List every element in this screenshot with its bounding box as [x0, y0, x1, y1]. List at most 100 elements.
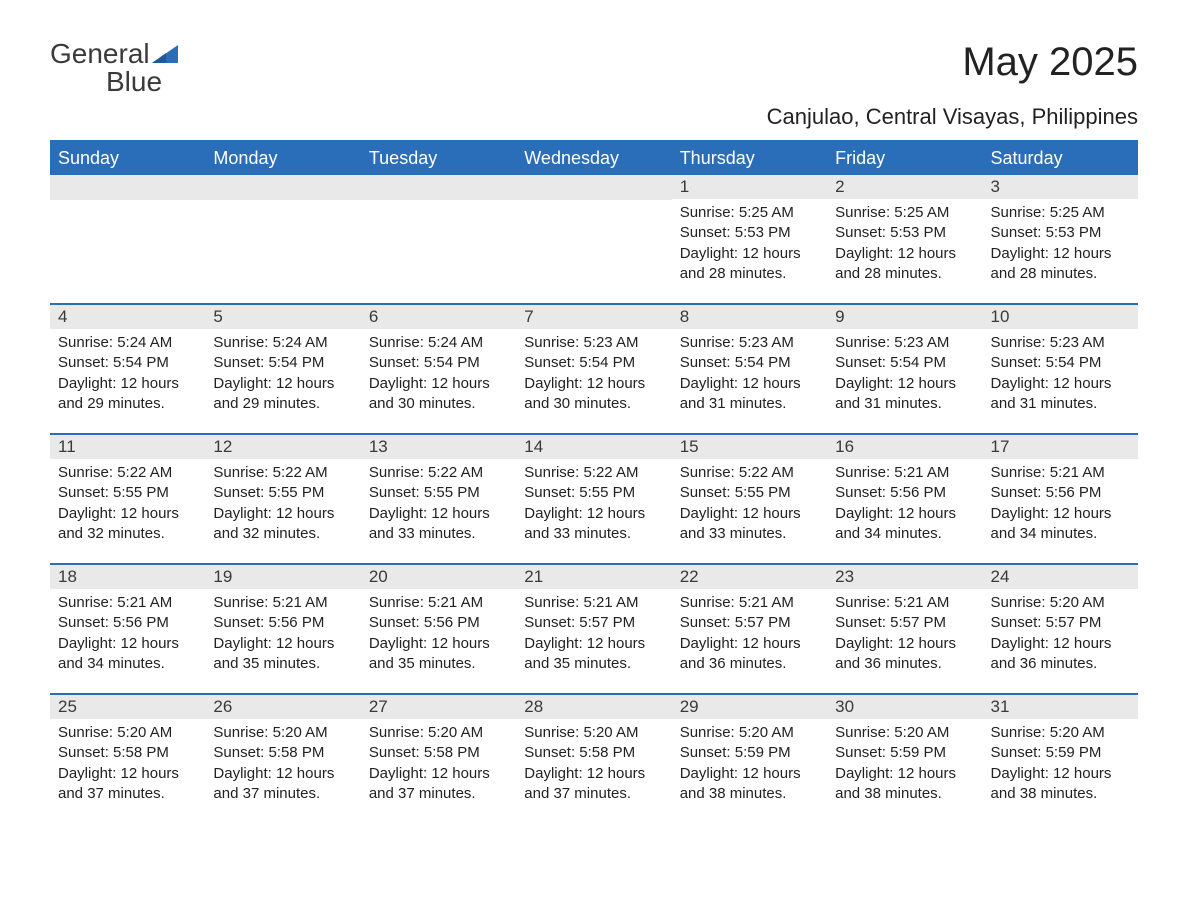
sunset-text: Sunset: 5:57 PM — [524, 613, 663, 633]
day-cell: 2Sunrise: 5:25 AMSunset: 5:53 PMDaylight… — [827, 175, 982, 303]
daylight-text: Daylight: 12 hours and 28 minutes. — [835, 244, 974, 285]
sunrise-text: Sunrise: 5:21 AM — [680, 593, 819, 613]
day-cell — [361, 175, 516, 303]
day-number: 7 — [516, 305, 671, 329]
sunset-text: Sunset: 5:59 PM — [991, 743, 1130, 763]
sunset-text: Sunset: 5:55 PM — [213, 483, 352, 503]
daylight-text: Daylight: 12 hours and 37 minutes. — [369, 764, 508, 805]
daylight-text: Daylight: 12 hours and 34 minutes. — [58, 634, 197, 675]
day-cell: 3Sunrise: 5:25 AMSunset: 5:53 PMDaylight… — [983, 175, 1138, 303]
day-cell: 11Sunrise: 5:22 AMSunset: 5:55 PMDayligh… — [50, 435, 205, 563]
day-number: 11 — [50, 435, 205, 459]
title-block: May 2025 — [962, 40, 1138, 85]
sunset-text: Sunset: 5:56 PM — [213, 613, 352, 633]
daylight-text: Daylight: 12 hours and 33 minutes. — [680, 504, 819, 545]
day-body: Sunrise: 5:23 AMSunset: 5:54 PMDaylight:… — [827, 329, 982, 424]
day-body: Sunrise: 5:23 AMSunset: 5:54 PMDaylight:… — [516, 329, 671, 424]
sunrise-text: Sunrise: 5:20 AM — [680, 723, 819, 743]
daylight-text: Daylight: 12 hours and 37 minutes. — [213, 764, 352, 805]
day-cell: 28Sunrise: 5:20 AMSunset: 5:58 PMDayligh… — [516, 695, 671, 823]
daylight-text: Daylight: 12 hours and 34 minutes. — [835, 504, 974, 545]
day-body: Sunrise: 5:21 AMSunset: 5:56 PMDaylight:… — [205, 589, 360, 684]
sunrise-text: Sunrise: 5:25 AM — [680, 203, 819, 223]
day-body: Sunrise: 5:22 AMSunset: 5:55 PMDaylight:… — [672, 459, 827, 554]
sunrise-text: Sunrise: 5:24 AM — [213, 333, 352, 353]
day-cell: 20Sunrise: 5:21 AMSunset: 5:56 PMDayligh… — [361, 565, 516, 693]
day-cell: 5Sunrise: 5:24 AMSunset: 5:54 PMDaylight… — [205, 305, 360, 433]
sunrise-text: Sunrise: 5:21 AM — [369, 593, 508, 613]
day-cell: 4Sunrise: 5:24 AMSunset: 5:54 PMDaylight… — [50, 305, 205, 433]
day-number: 25 — [50, 695, 205, 719]
sunset-text: Sunset: 5:58 PM — [524, 743, 663, 763]
sunrise-text: Sunrise: 5:23 AM — [680, 333, 819, 353]
day-cell: 9Sunrise: 5:23 AMSunset: 5:54 PMDaylight… — [827, 305, 982, 433]
location-text: Canjulao, Central Visayas, Philippines — [50, 104, 1138, 130]
sunset-text: Sunset: 5:58 PM — [213, 743, 352, 763]
sunrise-text: Sunrise: 5:25 AM — [835, 203, 974, 223]
sunrise-text: Sunrise: 5:20 AM — [58, 723, 197, 743]
sunset-text: Sunset: 5:55 PM — [680, 483, 819, 503]
sunset-text: Sunset: 5:58 PM — [58, 743, 197, 763]
sunrise-text: Sunrise: 5:20 AM — [991, 593, 1130, 613]
daylight-text: Daylight: 12 hours and 30 minutes. — [369, 374, 508, 415]
day-number: 31 — [983, 695, 1138, 719]
sunrise-text: Sunrise: 5:24 AM — [58, 333, 197, 353]
day-body: Sunrise: 5:23 AMSunset: 5:54 PMDaylight:… — [672, 329, 827, 424]
daylight-text: Daylight: 12 hours and 36 minutes. — [680, 634, 819, 675]
day-body: Sunrise: 5:20 AMSunset: 5:57 PMDaylight:… — [983, 589, 1138, 684]
day-header-fri: Friday — [827, 142, 982, 175]
sunrise-text: Sunrise: 5:21 AM — [524, 593, 663, 613]
daylight-text: Daylight: 12 hours and 36 minutes. — [835, 634, 974, 675]
daylight-text: Daylight: 12 hours and 31 minutes. — [680, 374, 819, 415]
day-number: 28 — [516, 695, 671, 719]
day-number: 23 — [827, 565, 982, 589]
day-cell: 6Sunrise: 5:24 AMSunset: 5:54 PMDaylight… — [361, 305, 516, 433]
daylight-text: Daylight: 12 hours and 32 minutes. — [58, 504, 197, 545]
sunrise-text: Sunrise: 5:21 AM — [58, 593, 197, 613]
brand-mark-icon — [152, 45, 178, 68]
day-body: Sunrise: 5:22 AMSunset: 5:55 PMDaylight:… — [205, 459, 360, 554]
sunrise-text: Sunrise: 5:24 AM — [369, 333, 508, 353]
week-row: 25Sunrise: 5:20 AMSunset: 5:58 PMDayligh… — [50, 693, 1138, 823]
day-body: Sunrise: 5:25 AMSunset: 5:53 PMDaylight:… — [827, 199, 982, 294]
day-body: Sunrise: 5:21 AMSunset: 5:57 PMDaylight:… — [672, 589, 827, 684]
day-header-wed: Wednesday — [516, 142, 671, 175]
day-number: 19 — [205, 565, 360, 589]
daylight-text: Daylight: 12 hours and 29 minutes. — [58, 374, 197, 415]
sunset-text: Sunset: 5:54 PM — [835, 353, 974, 373]
day-cell: 24Sunrise: 5:20 AMSunset: 5:57 PMDayligh… — [983, 565, 1138, 693]
day-cell: 16Sunrise: 5:21 AMSunset: 5:56 PMDayligh… — [827, 435, 982, 563]
day-body: Sunrise: 5:21 AMSunset: 5:56 PMDaylight:… — [983, 459, 1138, 554]
week-row: 4Sunrise: 5:24 AMSunset: 5:54 PMDaylight… — [50, 303, 1138, 433]
sunrise-text: Sunrise: 5:22 AM — [524, 463, 663, 483]
daylight-text: Daylight: 12 hours and 32 minutes. — [213, 504, 352, 545]
day-body: Sunrise: 5:20 AMSunset: 5:58 PMDaylight:… — [205, 719, 360, 814]
day-header-thu: Thursday — [672, 142, 827, 175]
day-number: 1 — [672, 175, 827, 199]
daylight-text: Daylight: 12 hours and 38 minutes. — [680, 764, 819, 805]
day-number: 8 — [672, 305, 827, 329]
day-header-tue: Tuesday — [361, 142, 516, 175]
day-body: Sunrise: 5:23 AMSunset: 5:54 PMDaylight:… — [983, 329, 1138, 424]
day-number: 14 — [516, 435, 671, 459]
day-number: 22 — [672, 565, 827, 589]
daylight-text: Daylight: 12 hours and 35 minutes. — [369, 634, 508, 675]
day-cell: 23Sunrise: 5:21 AMSunset: 5:57 PMDayligh… — [827, 565, 982, 693]
daylight-text: Daylight: 12 hours and 31 minutes. — [991, 374, 1130, 415]
day-number: 17 — [983, 435, 1138, 459]
daylight-text: Daylight: 12 hours and 37 minutes. — [524, 764, 663, 805]
day-number: 4 — [50, 305, 205, 329]
daylight-text: Daylight: 12 hours and 28 minutes. — [991, 244, 1130, 285]
day-number: 13 — [361, 435, 516, 459]
day-cell: 1Sunrise: 5:25 AMSunset: 5:53 PMDaylight… — [672, 175, 827, 303]
day-number: 6 — [361, 305, 516, 329]
daylight-text: Daylight: 12 hours and 38 minutes. — [991, 764, 1130, 805]
day-cell: 21Sunrise: 5:21 AMSunset: 5:57 PMDayligh… — [516, 565, 671, 693]
brand-text: General Blue — [50, 40, 178, 96]
day-number: 20 — [361, 565, 516, 589]
sunrise-text: Sunrise: 5:20 AM — [213, 723, 352, 743]
sunset-text: Sunset: 5:54 PM — [524, 353, 663, 373]
day-header-sat: Saturday — [983, 142, 1138, 175]
sunset-text: Sunset: 5:54 PM — [991, 353, 1130, 373]
day-cell: 18Sunrise: 5:21 AMSunset: 5:56 PMDayligh… — [50, 565, 205, 693]
